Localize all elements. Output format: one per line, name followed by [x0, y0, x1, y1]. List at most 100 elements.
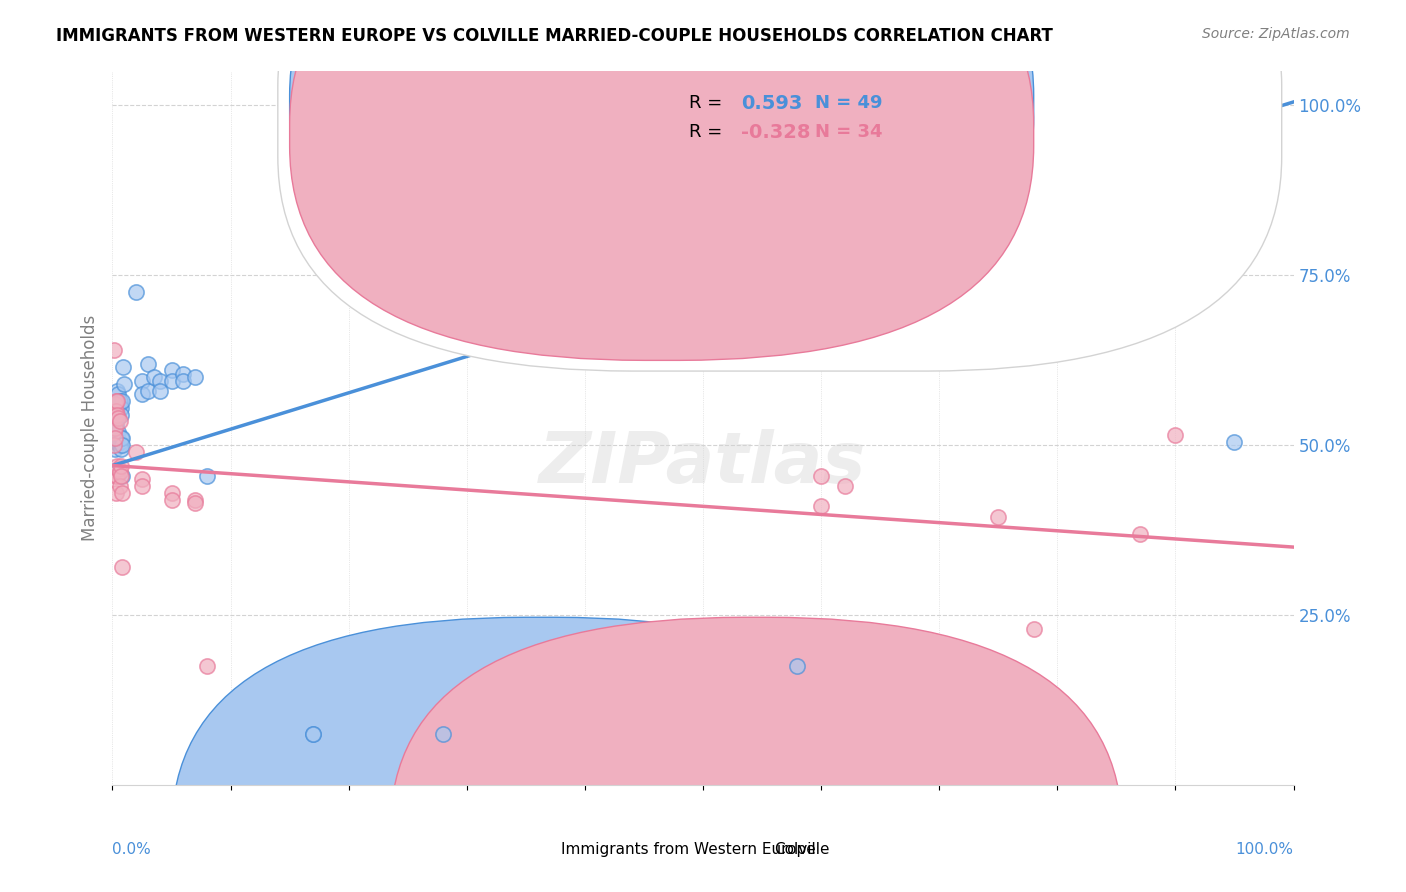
Point: [108, 394, 131, 409]
Point: [103, 404, 125, 418]
Point: [302, 727, 325, 741]
Point: [110, 468, 132, 483]
Point: [108, 397, 131, 411]
Point: [110, 401, 132, 415]
FancyBboxPatch shape: [172, 617, 910, 892]
Point: [105, 468, 128, 483]
Point: [112, 359, 135, 374]
Point: [131, 374, 153, 388]
Point: [105, 468, 128, 483]
Point: [107, 387, 129, 401]
Point: [111, 431, 134, 445]
Point: [103, 343, 125, 357]
Point: [105, 404, 128, 418]
Text: Immigrants from Western Europe: Immigrants from Western Europe: [561, 842, 815, 857]
Point: [105, 428, 128, 442]
Point: [195, 659, 218, 673]
Point: [786, 659, 808, 673]
Point: [108, 466, 131, 480]
Text: IMMIGRANTS FROM WESTERN EUROPE VS COLVILLE MARRIED-COUPLE HOUSEHOLDS CORRELATION: IMMIGRANTS FROM WESTERN EUROPE VS COLVIL…: [56, 27, 1053, 45]
Point: [160, 485, 183, 500]
Text: 0.593: 0.593: [741, 94, 803, 113]
Point: [107, 408, 129, 422]
Point: [105, 434, 128, 449]
Point: [105, 408, 128, 422]
Point: [172, 374, 194, 388]
Point: [104, 431, 127, 445]
Text: R =: R =: [689, 95, 728, 112]
Point: [131, 387, 153, 401]
Point: [810, 468, 832, 483]
Text: N = 34: N = 34: [815, 123, 883, 141]
Point: [108, 438, 131, 452]
Text: N = 49: N = 49: [815, 95, 883, 112]
Point: [1223, 434, 1246, 449]
Point: [184, 370, 207, 384]
Point: [131, 472, 153, 486]
Point: [103, 425, 125, 439]
Point: [1022, 622, 1045, 636]
Point: [105, 401, 128, 415]
Point: [105, 394, 128, 409]
Point: [111, 394, 134, 409]
Point: [1164, 428, 1187, 442]
Point: [105, 394, 128, 409]
Point: [104, 428, 127, 442]
Point: [107, 425, 129, 439]
Point: [810, 500, 832, 514]
Point: [125, 445, 148, 459]
Point: [110, 408, 132, 422]
Point: [302, 727, 325, 741]
Point: [107, 462, 129, 476]
Point: [160, 492, 183, 507]
Text: -0.328: -0.328: [741, 122, 810, 142]
Point: [108, 414, 131, 428]
Point: [112, 376, 135, 391]
Point: [111, 438, 134, 452]
Point: [103, 438, 125, 452]
FancyBboxPatch shape: [290, 0, 1033, 360]
Point: [105, 425, 128, 439]
Y-axis label: Married-couple Households: Married-couple Households: [80, 315, 98, 541]
Point: [103, 434, 125, 449]
Point: [111, 468, 134, 483]
Point: [160, 363, 183, 377]
Point: [149, 374, 172, 388]
Point: [107, 411, 129, 425]
FancyBboxPatch shape: [290, 0, 1033, 332]
Point: [111, 560, 134, 574]
Text: ZIPatlas: ZIPatlas: [540, 429, 866, 499]
Point: [834, 479, 856, 493]
Point: [142, 370, 165, 384]
Point: [104, 397, 127, 411]
Point: [987, 509, 1010, 524]
Point: [184, 492, 207, 507]
Point: [110, 442, 132, 456]
Text: 0.0%: 0.0%: [112, 842, 152, 857]
Point: [131, 479, 153, 493]
Point: [136, 384, 159, 398]
Text: 100.0%: 100.0%: [1236, 842, 1294, 857]
FancyBboxPatch shape: [278, 0, 1282, 371]
Point: [184, 496, 207, 510]
Point: [105, 417, 128, 432]
Point: [1129, 526, 1152, 541]
Point: [105, 394, 128, 409]
Point: [111, 485, 134, 500]
Point: [1258, 95, 1281, 109]
Text: Colville: Colville: [773, 842, 830, 857]
Point: [107, 397, 129, 411]
Point: [104, 442, 127, 456]
FancyBboxPatch shape: [389, 617, 1122, 892]
Point: [172, 367, 194, 381]
Point: [108, 479, 131, 493]
Point: [105, 384, 128, 398]
Text: R =: R =: [689, 123, 728, 141]
Point: [110, 458, 132, 473]
Point: [105, 458, 128, 473]
Point: [104, 421, 127, 435]
Point: [105, 434, 128, 449]
Point: [136, 357, 159, 371]
Point: [104, 408, 127, 422]
Point: [110, 431, 132, 445]
